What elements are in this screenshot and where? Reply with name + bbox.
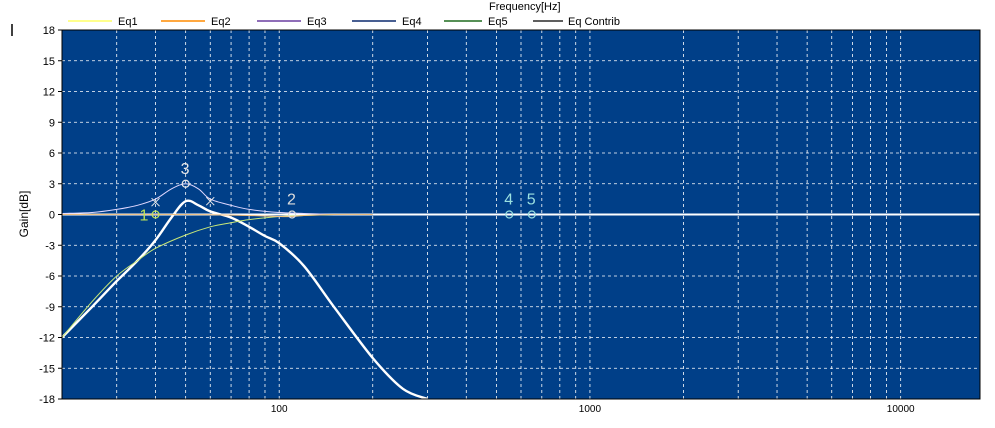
chart-title: Frequency[Hz] <box>489 1 561 13</box>
y-tick-label: 6 <box>49 148 55 160</box>
y-tick-label: 0 <box>49 210 55 222</box>
y-tick-label: -3 <box>45 240 55 252</box>
band-handle-5[interactable] <box>527 210 536 219</box>
x-tick-label: 1000 <box>579 404 602 415</box>
y-tick-label: -12 <box>39 333 55 345</box>
q-handle[interactable] <box>151 197 160 207</box>
y-tick-label: -18 <box>39 394 55 406</box>
y-axis-title: Gain[dB] <box>17 191 31 238</box>
band-label-5: 5 <box>527 192 536 209</box>
curves <box>62 183 980 399</box>
band-handle-4[interactable] <box>505 210 514 219</box>
legend-eq4-label: Eq4 <box>402 16 422 28</box>
q-handle[interactable] <box>205 196 215 206</box>
x-tick-label: 10000 <box>887 404 915 415</box>
band-label-4: 4 <box>504 192 513 209</box>
series-eq3 <box>62 183 334 215</box>
y-tick-label: -9 <box>45 302 55 314</box>
y-tick-label: 3 <box>49 179 55 191</box>
band-handle-1[interactable] <box>151 210 160 219</box>
band-label-1: 1 <box>140 208 149 225</box>
legend-eq1-label: Eq1 <box>118 16 138 28</box>
legend-eqcontrib-label: Eq Contrib <box>568 16 620 28</box>
y-tick-label: 9 <box>49 117 55 129</box>
band-label-2: 2 <box>287 192 296 209</box>
y-tick-label: 12 <box>43 87 55 99</box>
y-tick-label: -6 <box>45 271 55 283</box>
x-axis-ticks: 100 1000 10000 <box>271 404 915 415</box>
legend-eq5-label: Eq5 <box>488 16 508 28</box>
band-handle-3[interactable] <box>181 179 190 188</box>
x-tick-label: 100 <box>271 404 288 415</box>
legend-eq2-label: Eq2 <box>211 16 231 28</box>
grid <box>62 30 980 399</box>
legend-eq3-label: Eq3 <box>307 16 327 28</box>
y-tick-label: -15 <box>39 363 55 375</box>
series-eq2 <box>62 213 373 218</box>
band-markers: 1 2 3 4 5 <box>140 161 536 225</box>
y-tick-label: 15 <box>43 56 55 68</box>
y-tick-label: 18 <box>43 25 55 37</box>
legend: Eq1 Eq2 Eq3 Eq4 Eq5 Eq Contrib <box>68 16 620 28</box>
y-axis-ticks: 18 15 12 9 6 3 0 -3 -6 -9 -12 -15 -18 <box>39 25 62 406</box>
band-handle-2[interactable] <box>287 210 297 219</box>
band-label-3: 3 <box>181 161 190 178</box>
